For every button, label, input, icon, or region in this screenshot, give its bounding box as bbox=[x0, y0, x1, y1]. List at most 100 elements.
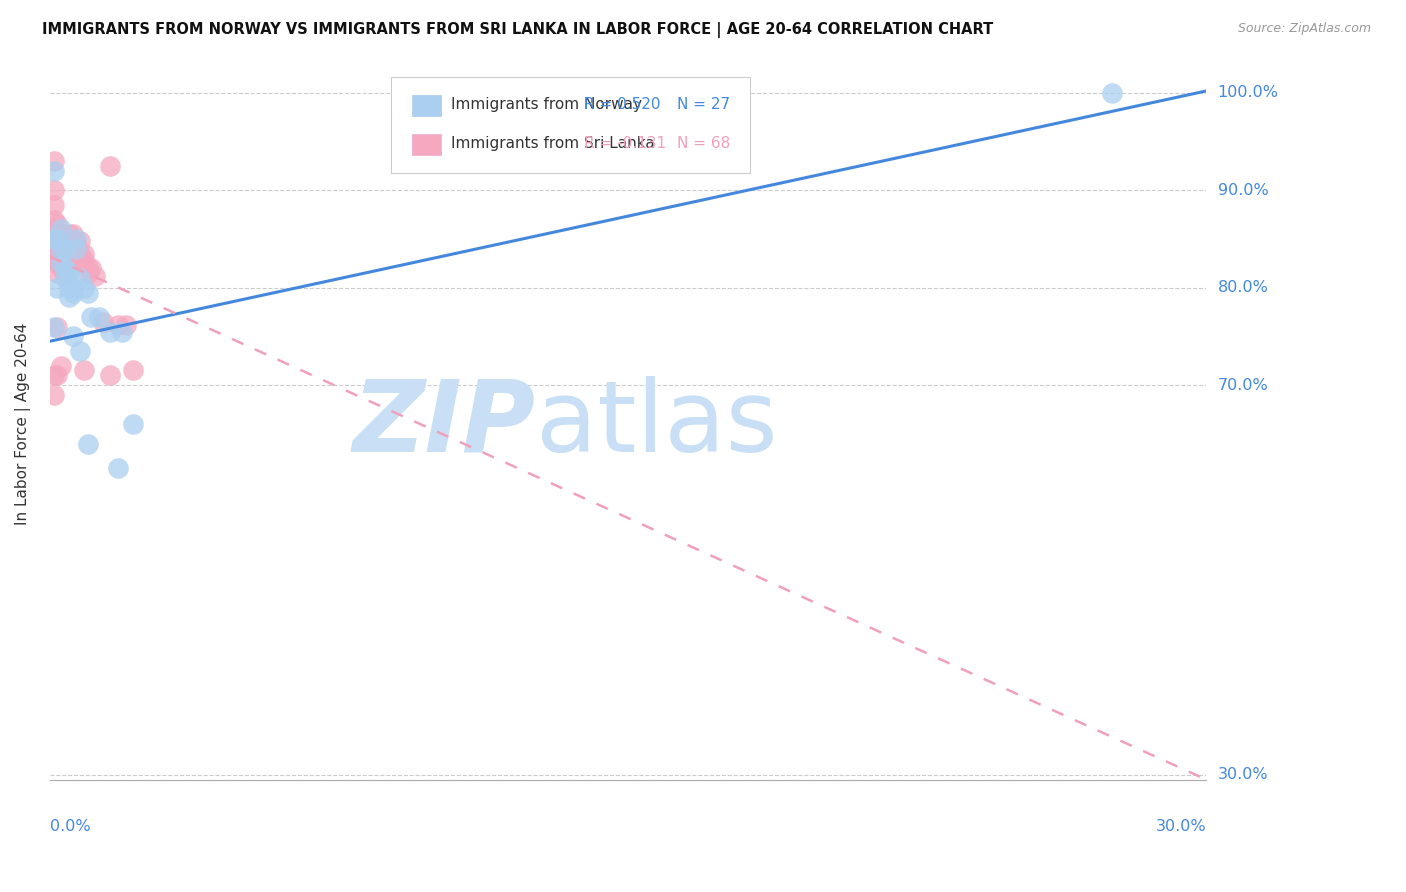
Text: 30.0%: 30.0% bbox=[1156, 819, 1206, 834]
Point bbox=[76, 285, 98, 300]
Point bbox=[62, 256, 84, 270]
Point bbox=[42, 163, 65, 178]
Text: IMMIGRANTS FROM NORWAY VS IMMIGRANTS FROM SRI LANKA IN LABOR FORCE | AGE 20-64 C: IMMIGRANTS FROM NORWAY VS IMMIGRANTS FRO… bbox=[42, 22, 994, 38]
Point bbox=[100, 159, 122, 173]
Point bbox=[84, 268, 107, 283]
Point bbox=[69, 271, 91, 285]
Point bbox=[46, 256, 69, 270]
Point bbox=[49, 222, 72, 236]
Point bbox=[46, 281, 69, 295]
Point bbox=[111, 325, 134, 339]
Point bbox=[73, 363, 96, 377]
Point bbox=[69, 234, 91, 248]
Point bbox=[42, 212, 65, 227]
Point bbox=[58, 261, 80, 276]
Point bbox=[73, 253, 96, 268]
Point bbox=[62, 281, 84, 295]
Point bbox=[58, 290, 80, 304]
Text: 90.0%: 90.0% bbox=[1218, 183, 1268, 198]
Point bbox=[76, 266, 98, 280]
Y-axis label: In Labor Force | Age 20-64: In Labor Force | Age 20-64 bbox=[15, 323, 31, 525]
Point bbox=[100, 325, 122, 339]
Point bbox=[49, 261, 72, 276]
Point bbox=[122, 417, 145, 431]
Point bbox=[62, 227, 84, 241]
Point bbox=[42, 154, 65, 169]
Point bbox=[53, 242, 76, 256]
Text: 100.0%: 100.0% bbox=[1218, 86, 1278, 101]
Point bbox=[53, 242, 76, 256]
Point bbox=[58, 246, 80, 260]
Point bbox=[107, 318, 129, 332]
Text: ZIP: ZIP bbox=[353, 376, 536, 473]
Point bbox=[122, 363, 145, 377]
Point bbox=[46, 246, 69, 260]
Point bbox=[80, 261, 103, 276]
Point bbox=[65, 244, 87, 258]
Point bbox=[107, 461, 129, 475]
Point bbox=[42, 183, 65, 197]
Point bbox=[46, 266, 69, 280]
Text: 80.0%: 80.0% bbox=[1218, 280, 1268, 295]
Point bbox=[49, 227, 72, 241]
Text: Immigrants from Sri Lanka: Immigrants from Sri Lanka bbox=[451, 136, 655, 151]
Point bbox=[49, 256, 72, 270]
Point bbox=[58, 227, 80, 241]
Point bbox=[53, 271, 76, 285]
Point bbox=[42, 236, 65, 251]
Text: Immigrants from Norway: Immigrants from Norway bbox=[451, 96, 643, 112]
Text: atlas: atlas bbox=[536, 376, 778, 473]
Point bbox=[69, 344, 91, 359]
Point bbox=[65, 232, 87, 246]
Text: R = 0.520: R = 0.520 bbox=[583, 96, 661, 112]
Point bbox=[42, 388, 65, 402]
Point bbox=[46, 218, 69, 232]
Point bbox=[42, 242, 65, 256]
Point bbox=[49, 242, 72, 256]
Point bbox=[65, 256, 87, 270]
Point bbox=[114, 318, 136, 332]
FancyBboxPatch shape bbox=[412, 134, 440, 155]
Point bbox=[62, 285, 84, 300]
Point bbox=[62, 246, 84, 260]
Point bbox=[49, 252, 72, 266]
Text: 0.0%: 0.0% bbox=[49, 819, 90, 834]
Point bbox=[53, 250, 76, 264]
Point bbox=[42, 319, 65, 334]
Text: N = 27: N = 27 bbox=[676, 96, 730, 112]
Point bbox=[42, 368, 65, 383]
Point bbox=[76, 436, 98, 450]
Point bbox=[62, 329, 84, 343]
Text: 70.0%: 70.0% bbox=[1218, 377, 1268, 392]
Point bbox=[58, 266, 80, 280]
Text: Source: ZipAtlas.com: Source: ZipAtlas.com bbox=[1237, 22, 1371, 36]
Point bbox=[58, 236, 80, 251]
Point bbox=[100, 368, 122, 383]
Point bbox=[62, 236, 84, 251]
Point bbox=[80, 310, 103, 324]
Point bbox=[42, 232, 65, 246]
Point bbox=[49, 234, 72, 248]
Point bbox=[69, 246, 91, 260]
Point bbox=[49, 359, 72, 373]
Text: 30.0%: 30.0% bbox=[1218, 767, 1268, 782]
Point bbox=[58, 281, 80, 295]
Point bbox=[1101, 86, 1123, 100]
Point bbox=[53, 260, 76, 274]
Point bbox=[42, 198, 65, 212]
Point bbox=[53, 268, 76, 283]
Point bbox=[42, 252, 65, 266]
Point bbox=[91, 315, 114, 329]
Point bbox=[87, 310, 110, 324]
Point bbox=[49, 242, 72, 256]
Point bbox=[65, 242, 87, 256]
Text: R = -0.131: R = -0.131 bbox=[583, 136, 666, 151]
Point bbox=[65, 236, 87, 251]
Point bbox=[46, 236, 69, 251]
Point bbox=[46, 319, 69, 334]
Point bbox=[73, 246, 96, 260]
Point bbox=[42, 227, 65, 241]
Point bbox=[46, 368, 69, 383]
Point bbox=[46, 232, 69, 246]
Point bbox=[46, 227, 69, 241]
